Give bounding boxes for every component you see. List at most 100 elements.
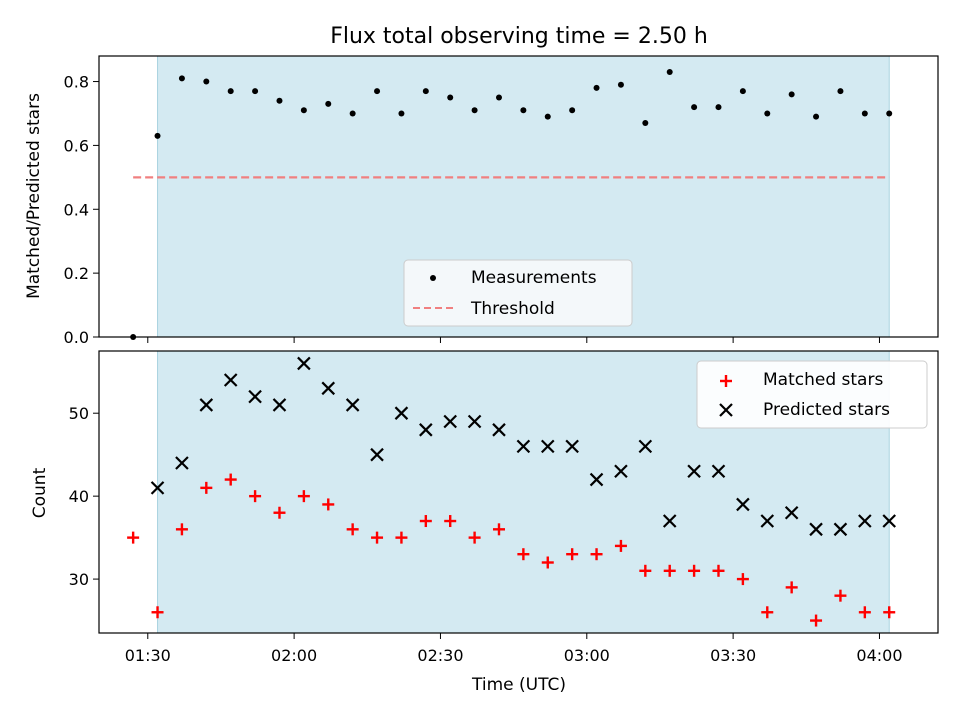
matched-stars-point [712,564,725,577]
measurement-point [422,88,429,95]
measurement-point [837,88,844,95]
predicted-stars-point [760,514,775,528]
predicted-stars-point [394,406,409,420]
measurement-point [788,91,795,98]
legend-label-matched-stars: Matched stars [763,370,883,390]
matched-stars-point [785,581,798,594]
predicted-stars-point [150,481,165,495]
measurement-point [861,110,868,117]
matched-stars-point [273,506,286,519]
count-y-tick-label: 50 [69,404,89,423]
predicted-stars-point [565,439,579,454]
ratio-y-tick-label: 0.6 [64,136,89,155]
measurement-point [203,78,210,85]
predicted-stars-point [297,356,311,371]
matched-stars-point [639,564,652,577]
x-tick-label: 02:00 [271,646,317,665]
matched-stars-point [249,490,262,503]
legend-marker-measurements [430,275,436,281]
matched-stars-point [517,548,530,561]
legend-marker-matched-stars [720,375,732,387]
measurement-point [739,88,746,95]
matched-stars-point [444,515,457,528]
measurement-point [300,107,307,114]
predicted-stars-point [370,447,384,462]
matched-stars-point [419,515,432,528]
measurement-point [569,107,576,114]
predicted-stars-point [833,522,848,537]
matched-stars-point [736,573,749,586]
matched-stars-point [322,498,335,511]
matched-stars-point [688,564,701,577]
measurement-point [715,104,722,111]
predicted-stars-point [614,464,628,479]
x-tick-label: 03:30 [710,646,756,665]
measurement-point [520,107,527,114]
measurement-point [374,88,381,95]
measurement-point [447,94,454,101]
measurement-point [325,100,332,107]
predicted-stars-point [711,464,726,479]
matched-stars-point [590,548,603,561]
measurement-point [617,81,624,88]
matched-stars-point [858,606,871,619]
legend-marker-predicted-stars [719,403,733,417]
predicted-stars-point [248,389,262,404]
measurement-point [813,113,820,120]
matched-stars-point [151,606,164,619]
predicted-stars-point [345,398,360,412]
predicted-stars-point [589,472,604,487]
predicted-stars-point [638,439,653,454]
measurement-point [642,120,649,127]
matched-stars-point [883,606,896,619]
ratio-y-tick-label: 0.2 [64,264,89,283]
matched-stars-point [127,531,140,544]
ratio-y-axis-label: Matched/Predicted stars [24,93,44,299]
count-y-tick-label: 40 [69,487,89,506]
ratio-legend-box [403,259,633,327]
predicted-stars-point [858,514,872,528]
ratio-plot-frame [98,55,939,338]
matched-stars-point [468,531,481,544]
predicted-stars-point [809,522,823,537]
ratio-y-tick-label: 0.0 [64,328,89,347]
predicted-stars-point [419,423,433,437]
matched-stars-point [834,589,847,602]
predicted-stars-point [223,373,238,387]
ratio-y-tick-label: 0.4 [64,200,89,219]
matched-stars-point [492,523,505,536]
predicted-stars-point [687,464,701,479]
count-y-axis-label: Count [30,467,50,518]
predicted-stars-point [272,398,287,412]
measurement-point [886,110,893,117]
matched-stars-point [395,531,408,544]
matched-stars-point [541,556,554,569]
count-legend-box [696,360,928,429]
predicted-stars-point [321,381,336,396]
measurement-point [398,110,405,117]
measurement-point [764,110,771,117]
x-tick-label: 02:30 [417,646,463,665]
measurement-point [349,110,356,117]
chart-title: Flux total observing time = 2.50 h [330,24,708,49]
matched-stars-point [614,539,627,552]
matched-stars-point [224,473,237,486]
count-legend: Matched stars Predicted stars [696,360,928,429]
measurement-point [252,88,259,95]
measurement-point [227,88,234,95]
measurement-point [691,104,698,111]
matched-stars-point [200,481,213,494]
legend-label-predicted-stars: Predicted stars [763,400,890,420]
predicted-stars-point [467,414,482,429]
matched-stars-point [346,523,359,536]
x-tick-label: 03:00 [564,646,610,665]
matched-stars-point [663,564,676,577]
measurement-point [471,107,478,114]
matched-stars-point [175,523,188,536]
predicted-stars-point [662,514,677,528]
matched-stars-point [566,548,579,561]
predicted-stars-point [492,423,506,437]
count-y-tick-label: 30 [69,570,89,589]
predicted-stars-point [540,439,555,454]
measurement-point [495,94,502,101]
